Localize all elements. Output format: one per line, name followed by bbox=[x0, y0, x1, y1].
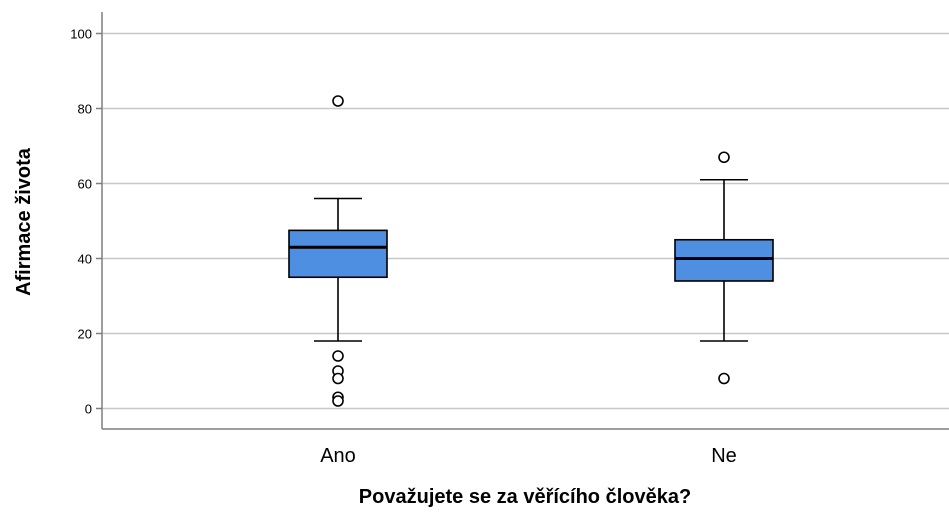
y-tick-label-0: 0 bbox=[85, 402, 92, 417]
axes bbox=[101, 12, 949, 430]
y-axis-title: Afirmace života bbox=[13, 147, 35, 296]
outlier-point bbox=[332, 395, 344, 407]
x-axis-title: Považujete se za věřícího člověka? bbox=[359, 486, 691, 508]
y-tick-label-20: 20 bbox=[78, 327, 92, 342]
x-category-label-Ano: Ano bbox=[320, 445, 356, 467]
gridlines bbox=[102, 32, 949, 410]
x-category-labels: Ano Ne bbox=[320, 445, 737, 467]
outlier-point bbox=[332, 95, 344, 107]
iqr-box bbox=[288, 229, 388, 279]
outlier-point bbox=[718, 151, 730, 164]
y-tick-label-60: 60 bbox=[78, 177, 92, 192]
boxes bbox=[288, 95, 774, 407]
y-tick-label-100: 100 bbox=[70, 27, 92, 42]
y-ticks: 0 20 40 60 80 100 bbox=[70, 27, 102, 417]
box-group-Ne bbox=[674, 151, 774, 385]
outlier-point bbox=[332, 350, 344, 362]
box-group-Ano bbox=[288, 95, 388, 407]
y-tick-label-80: 80 bbox=[78, 102, 92, 117]
iqr-box bbox=[674, 238, 774, 282]
outlier-point bbox=[332, 372, 344, 385]
x-category-label-Ne: Ne bbox=[711, 445, 737, 467]
y-tick-label-40: 40 bbox=[78, 252, 92, 267]
outlier-point bbox=[718, 372, 730, 385]
